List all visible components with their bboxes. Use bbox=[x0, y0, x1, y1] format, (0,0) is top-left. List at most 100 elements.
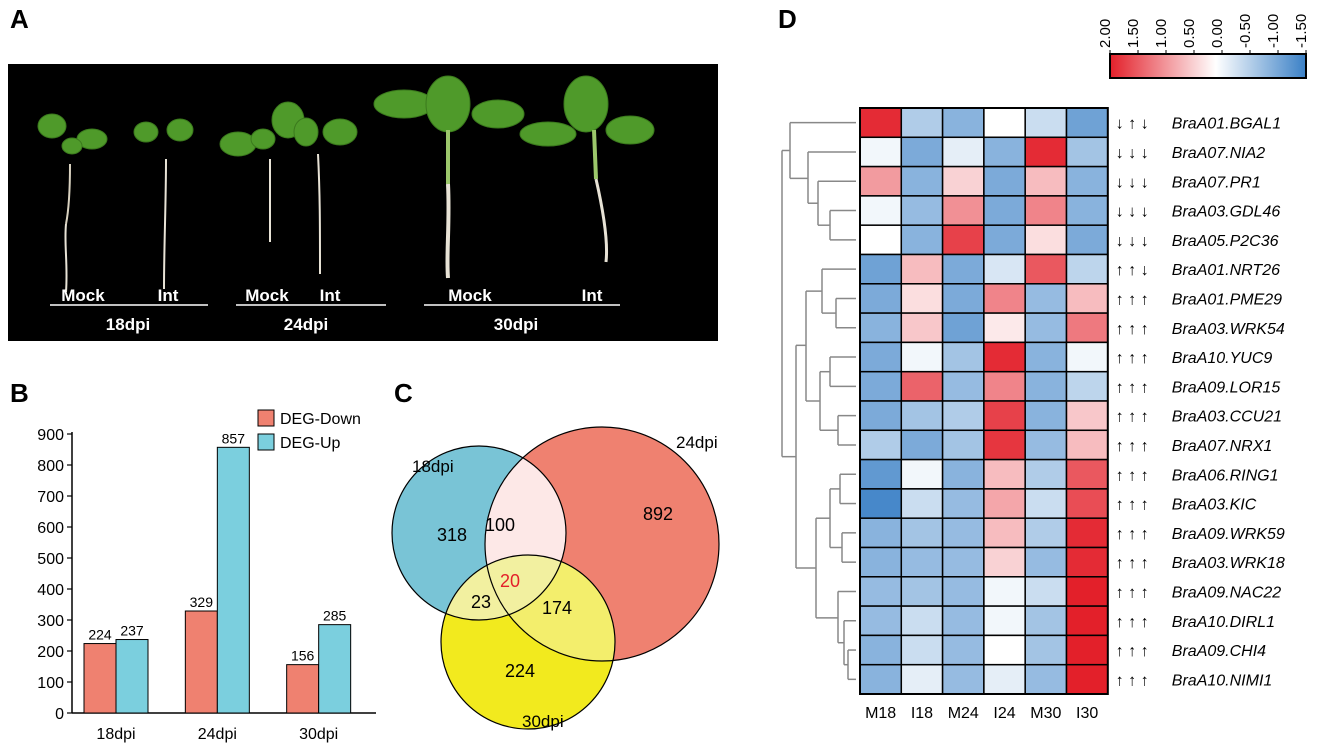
seedling-18dpi-mock bbox=[37, 113, 108, 293]
seedling-photo-canvas: Mock Int 18dpi Mock Int 24dpi Mock Int 3… bbox=[37, 75, 655, 334]
gene-arrows: ↓ ↓ ↓ bbox=[1116, 145, 1149, 162]
gene-label: BraA10.DIRL1 bbox=[1172, 614, 1275, 631]
colorbar-tick-label: 1.50 bbox=[1125, 19, 1142, 48]
venn-outline-30dpi bbox=[440, 554, 616, 730]
heatmap-cell-BraA09.WRK59-I18 bbox=[900, 517, 944, 549]
gene-arrows: ↑ ↑ ↑ bbox=[1116, 291, 1149, 308]
heatmap-cell-BraA10.YUC9-I30 bbox=[1065, 341, 1109, 373]
gene-label: BraA03.WRK18 bbox=[1172, 555, 1285, 572]
gene-arrows: ↑ ↑ ↑ bbox=[1116, 526, 1149, 543]
gene-arrows: ↑ ↑ ↑ bbox=[1116, 643, 1149, 660]
heatmap-cell-BraA09.LOR15-I24 bbox=[983, 370, 1026, 402]
bar-value-label: 237 bbox=[120, 623, 144, 639]
y-tick-label: 0 bbox=[55, 706, 64, 723]
heatmap-cell-BraA03.WRK18-M24 bbox=[941, 546, 985, 578]
heatmap-cell-BraA10.DIRL1-I30 bbox=[1065, 605, 1109, 637]
gene-arrows: ↑ ↑ ↑ bbox=[1116, 438, 1149, 455]
gene-arrows: ↑ ↑ ↑ bbox=[1116, 467, 1149, 484]
heatmap-cell-BraA10.DIRL1-M18 bbox=[859, 605, 903, 637]
y-tick-label: 700 bbox=[37, 489, 64, 506]
colorbar-tick-label: 1.00 bbox=[1153, 19, 1170, 48]
gene-arrows: ↑ ↑ ↑ bbox=[1116, 350, 1149, 367]
heatmap-cell-BraA03.WRK18-I24 bbox=[983, 546, 1026, 578]
photo-label-18dpi-int: Int bbox=[158, 286, 179, 305]
bar-value-label: 285 bbox=[323, 608, 347, 624]
venn-count-only-24dpi: 892 bbox=[643, 504, 673, 524]
heatmap-cell-BraA09.LOR15-M24 bbox=[941, 370, 985, 402]
seedling-30dpi-int bbox=[519, 75, 655, 263]
heatmap-cell-BraA03.GDL46-M18 bbox=[859, 195, 903, 226]
photo-label-30dpi-mock: Mock bbox=[448, 286, 492, 305]
heatmap-cell-BraA07.NIA2-M30 bbox=[1024, 136, 1068, 168]
heatmap-cell-BraA03.KIC-M30 bbox=[1024, 488, 1068, 519]
heatmap-cell-BraA07.NIA2-I30 bbox=[1065, 136, 1109, 168]
venn-set-label-18dpi: 18dpi bbox=[412, 457, 454, 476]
heatmap-cell-BraA01.PME29-I30 bbox=[1065, 283, 1109, 314]
colorbar-tick-label: -1.00 bbox=[1265, 14, 1282, 48]
seedling-24dpi-int bbox=[293, 117, 358, 275]
heatmap-cell-BraA09.NAC22-I24 bbox=[983, 576, 1026, 607]
heatmap-cell-BraA07.PR1-M30 bbox=[1024, 165, 1068, 197]
bar-down-30dpi bbox=[286, 664, 320, 714]
column-label-I24: I24 bbox=[993, 705, 1015, 722]
gene-label: BraA01.NRT26 bbox=[1172, 262, 1280, 279]
heatmap-cell-BraA05.P2C36-M24 bbox=[941, 224, 985, 256]
seedling-photo: Mock Int 18dpi Mock Int 24dpi Mock Int 3… bbox=[8, 64, 718, 341]
heatmap-cell-BraA03.WRK18-I30 bbox=[1065, 546, 1109, 578]
y-tick-label: 900 bbox=[37, 427, 64, 444]
heatmap-cell-BraA07.PR1-I24 bbox=[983, 165, 1026, 197]
heatmap-cell-BraA01.NRT26-I24 bbox=[983, 253, 1026, 285]
venn-count-18-30: 23 bbox=[471, 592, 491, 612]
photo-label-30dpi-int: Int bbox=[582, 286, 603, 305]
heatmap-cell-BraA01.BGAL1-I24 bbox=[983, 107, 1026, 139]
gene-label: BraA09.LOR15 bbox=[1172, 379, 1281, 396]
heatmap-cell-BraA10.DIRL1-M30 bbox=[1024, 605, 1068, 637]
photo-label-30dpi: 30dpi bbox=[494, 315, 538, 334]
deg-venn-diagram: 18dpi 24dpi 30dpi 318 892 224 100 23 174 20 bbox=[391, 426, 720, 731]
gene-label: BraA10.YUC9 bbox=[1172, 350, 1273, 367]
heatmap-border bbox=[859, 107, 1109, 695]
heatmap-cell-BraA03.WRK18-I18 bbox=[900, 546, 944, 578]
venn-set-label-30dpi: 30dpi bbox=[522, 712, 564, 731]
heatmap-cell-BraA07.NRX1-I18 bbox=[900, 429, 944, 461]
heatmap-cell-BraA09.NAC22-M18 bbox=[859, 576, 903, 607]
heatmap-cell-BraA05.P2C36-M30 bbox=[1024, 224, 1068, 256]
heatmap-cell-BraA03.WRK54-M24 bbox=[941, 312, 985, 344]
column-label-I30: I30 bbox=[1076, 705, 1098, 722]
photo-label-24dpi: 24dpi bbox=[284, 315, 328, 334]
heatmap-cell-BraA03.CCU21-I30 bbox=[1065, 400, 1109, 432]
x-tick-label: 18dpi bbox=[96, 726, 135, 743]
y-tick-label: 500 bbox=[37, 551, 64, 568]
gene-arrows: ↑ ↑ ↑ bbox=[1116, 321, 1149, 338]
venn-overlap-18-30 bbox=[441, 555, 566, 620]
heatmap-cell-BraA03.WRK18-M18 bbox=[859, 546, 903, 578]
heatmap-cell-BraA09.WRK59-I24 bbox=[983, 517, 1026, 549]
bar-up-30dpi bbox=[318, 624, 352, 714]
heatmap-cell-BraA10.NIMI1-M30 bbox=[1024, 663, 1068, 695]
y-tick-label: 200 bbox=[37, 644, 64, 661]
heatmap-cell-BraA07.NIA2-M18 bbox=[859, 136, 903, 168]
heatmap-cell-BraA01.NRT26-I30 bbox=[1065, 253, 1109, 285]
photo-label-18dpi-mock: Mock bbox=[61, 286, 105, 305]
y-tick-label: 100 bbox=[37, 675, 64, 692]
heatmap-cell-BraA05.P2C36-I30 bbox=[1065, 224, 1109, 256]
heatmap-cell-BraA03.WRK54-M18 bbox=[859, 312, 903, 344]
gene-label: BraA03.GDL46 bbox=[1172, 204, 1281, 221]
heatmap-cell-BraA01.BGAL1-M30 bbox=[1024, 107, 1068, 139]
y-tick-label: 600 bbox=[37, 520, 64, 537]
heatmap-cell-BraA03.CCU21-I18 bbox=[900, 400, 944, 432]
colorbar-tick-label: 2.00 bbox=[1097, 19, 1114, 48]
gene-arrows: ↑ ↑ ↑ bbox=[1116, 584, 1149, 601]
column-label-M18: M18 bbox=[865, 705, 896, 722]
heatmap-cell-BraA10.NIMI1-I30 bbox=[1065, 663, 1109, 695]
heatmap-cell-BraA03.CCU21-I24 bbox=[983, 400, 1026, 432]
gene-arrows: ↑ ↑ ↑ bbox=[1116, 555, 1149, 572]
heatmap-cell-BraA10.NIMI1-M18 bbox=[859, 663, 903, 695]
heatmap-cell-BraA01.PME29-I24 bbox=[983, 283, 1026, 314]
gene-arrows: ↑ ↑ ↑ bbox=[1116, 672, 1149, 689]
heatmap-cell-BraA01.BGAL1-M18 bbox=[859, 107, 903, 139]
y-tick-label: 400 bbox=[37, 582, 64, 599]
heatmap-cell-BraA10.NIMI1-I18 bbox=[900, 663, 944, 695]
heatmap-cell-BraA07.NRX1-I24 bbox=[983, 429, 1026, 461]
gene-label: BraA07.NRX1 bbox=[1172, 438, 1273, 455]
